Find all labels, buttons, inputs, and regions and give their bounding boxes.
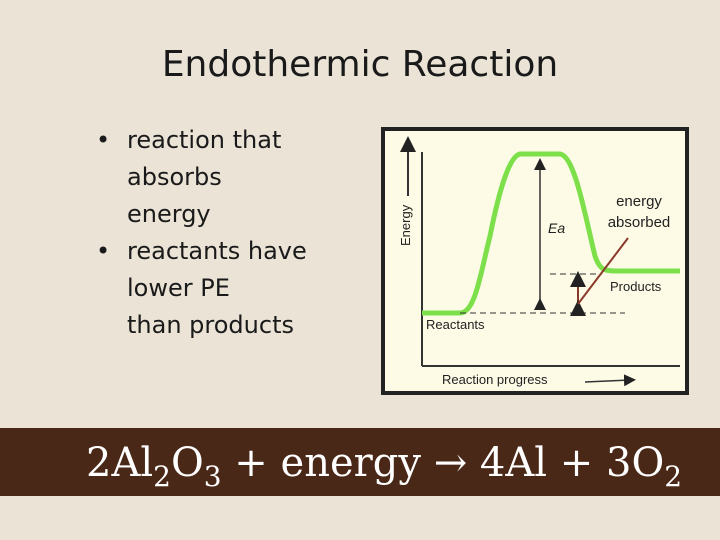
- bullet-dot: •: [96, 237, 111, 265]
- bullet-list: • reaction that absorbs energy • reactan…: [96, 122, 376, 344]
- energy-absorbed-label-line1: energy: [616, 193, 662, 210]
- y-axis-label: Energy: [398, 204, 413, 246]
- equation-band: [0, 428, 720, 496]
- x-axis-label: Reaction progress: [442, 372, 548, 387]
- eq-part: 4Al + 3O: [467, 440, 665, 486]
- reactants-label: Reactants: [426, 317, 485, 332]
- bullet-line: reactants have: [127, 237, 307, 265]
- bullet-line: reaction that: [127, 126, 282, 154]
- eq-part: O: [170, 440, 204, 486]
- eq-part: + energy: [221, 440, 434, 486]
- eq-subscript: 3: [203, 460, 222, 493]
- bullet-line: energy: [127, 200, 211, 228]
- bullet-item: • reaction that absorbs energy: [96, 122, 376, 233]
- eq-subscript: 2: [664, 460, 683, 493]
- plot-area: [385, 131, 685, 391]
- eq-part: 2Al: [86, 440, 154, 486]
- energy-absorbed-label-line2: absorbed: [608, 214, 671, 231]
- chemical-equation: 2Al2O3 + energy → 4Al + 3O2: [86, 430, 682, 496]
- energy-absorbed-pointer: [577, 237, 629, 305]
- bullet-dot: •: [96, 126, 111, 154]
- bullet-line: lower PE: [127, 274, 230, 302]
- ea-label: Ea: [548, 220, 565, 236]
- bullet-line: than products: [127, 311, 294, 339]
- slide-title: Endothermic Reaction: [161, 44, 559, 85]
- energy-curve: [422, 151, 680, 316]
- yields-arrow-icon: →: [433, 440, 468, 486]
- eq-subscript: 2: [153, 460, 171, 493]
- bullet-line: absorbs: [127, 163, 222, 191]
- energy-diagram: Ea Energy energy absorbed Products React…: [381, 127, 689, 395]
- bullet-item: • reactants have lower PE than products: [96, 233, 376, 344]
- x-axis-arrow: [584, 374, 636, 387]
- products-label: Products: [610, 279, 662, 294]
